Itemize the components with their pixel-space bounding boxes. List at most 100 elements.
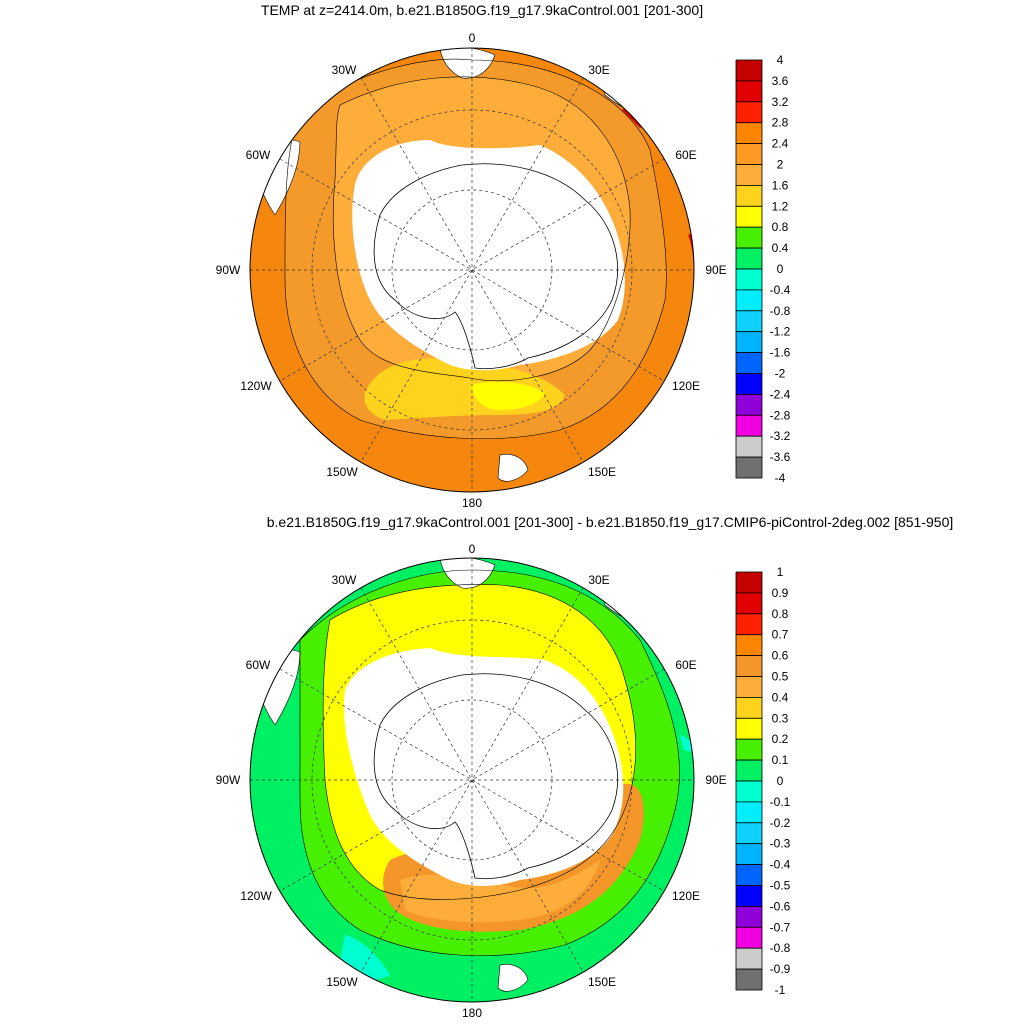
bottom-panel: b.e21.B1850G.f19_g17.9kaControl.001 [201… [216,514,954,1020]
colorbar-swatch [735,780,763,803]
colorbar-swatch [735,926,763,949]
lon-label-150e: 150E [588,465,616,479]
bottom-map [250,558,694,1002]
colorbar-swatch [735,634,763,657]
colorbar-tick-label: 0 [777,262,784,276]
colorbar-tick-label: -0.2 [770,816,791,830]
colorbar-tick-label: -4 [775,471,786,485]
bottom-longitude-labels: 0 30E 60E 90E 120E 150E 180 150W 120W 90… [216,542,727,1020]
colorbar-swatch [735,801,763,824]
top-colorbar: 4 3.6 3.2 2.8 2.4 2 1.6 1.2 0.8 0.4 0 -0.4 -0.8 -1.2 -… [735,53,791,485]
lon-label-120e: 120E [672,889,700,903]
colorbar-tick-label: 4 [777,53,784,67]
colorbar-tick-label: 0.7 [772,628,789,642]
graticule [250,558,694,1002]
colorbar-swatch [735,822,763,845]
colorbar-tick-label: -0.4 [770,858,791,872]
colorbar-swatch [735,164,763,186]
colorbar-tick-label: -2.8 [770,408,791,422]
colorbar-tick-label: 1 [777,565,784,579]
sea-ice-mask [344,648,624,886]
colorbar-tick-label: -0.9 [770,962,791,976]
colorbar-tick-label: -1 [775,983,786,997]
lon-label-120e: 120E [672,379,700,393]
colorbar-swatch [735,143,763,165]
lon-label-90w: 90W [216,263,241,277]
africa-land [439,558,496,589]
colorbar-tick-label: -1.6 [770,346,791,360]
colorbar-tick-label: -2.4 [770,387,791,401]
colorbar-swatch [735,373,763,395]
contour-line-1 [284,58,667,440]
colorbar-swatch [735,226,763,249]
colorbar-tick-label: -0.8 [770,304,791,318]
colorbar-swatch [735,864,763,886]
colorbar-swatch [735,184,763,207]
lon-label-30w: 30W [332,63,357,77]
contour-line-2 [322,584,636,900]
lon-label-120w: 120W [240,379,272,393]
colorbar-swatch [735,80,763,103]
colorbar-tick-label: 0.5 [772,670,789,684]
bottom-panel-title: b.e21.B1850G.f19_g17.9kaControl.001 [201… [267,514,954,530]
top-map [250,48,694,492]
lon-label-150w: 150W [326,465,358,479]
colorbar-tick-label: 0.9 [772,586,789,600]
hot-spot-east [680,735,693,752]
colorbar-tick-label: -0.5 [770,879,791,893]
colorbar-tick-label: 2.4 [772,137,789,151]
colorbar-tick-label: 0.6 [772,649,789,663]
colorbar-tick-label: 2 [777,158,784,172]
new-zealand-land [497,453,529,482]
lon-label-60w: 60W [246,658,271,672]
lon-label-150e: 150E [588,975,616,989]
colorbar-swatch [735,331,763,354]
colorbar-tick-label: -2 [775,367,786,381]
colorbar-swatch [735,122,763,144]
colorbar-swatch [735,59,763,82]
colorbar-swatch [735,947,763,970]
lon-label-60e: 60E [675,658,696,672]
lon-label-60w: 60W [246,148,271,162]
colorbar-swatch [735,310,763,333]
top-panel: TEMP at z=2414.0m, b.e21.B1850G.f19_g17.… [216,2,791,510]
colorbar-swatch [735,843,763,866]
colorbar-swatch [735,968,763,991]
colorbar-swatch [735,435,763,458]
colorbar-swatch [735,906,763,928]
colorbar-swatch [735,738,763,761]
colorbar-swatch [735,205,763,228]
lon-label-30w: 30W [332,573,357,587]
lon-label-90e: 90E [705,263,726,277]
colorbar-tick-label: 0.3 [772,711,789,725]
colorbar-swatch [735,289,763,312]
lon-label-150w: 150W [326,975,358,989]
colorbar-tick-label: 3.2 [772,95,789,109]
lon-label-30e: 30E [588,573,609,587]
colorbar-tick-label: -3.6 [770,450,791,464]
colorbar-tick-label: -0.4 [770,283,791,297]
lon-label-180: 180 [462,1006,482,1020]
lon-label-180: 180 [462,496,482,510]
top-panel-title: TEMP at z=2414.0m, b.e21.B1850G.f19_g17.… [261,2,703,18]
colorbar-swatch [735,697,763,719]
colorbar-swatch [735,613,763,636]
colorbar-swatch [735,247,763,270]
colorbar-tick-label: -0.8 [770,941,791,955]
colorbar-tick-label: 3.6 [772,74,789,88]
colorbar-tick-label: -0.7 [770,920,791,934]
lon-label-120w: 120W [240,889,272,903]
top-longitude-labels: 0 30E 60E 90E 120E 150E 180 150W 120W 90… [216,31,727,510]
new-zealand-land [497,963,529,992]
colorbar-swatch [735,676,763,698]
colorbar-tick-label: 0.1 [772,753,789,767]
antarctica-coastline [373,163,618,370]
colorbar-tick-label: 0.2 [772,732,789,746]
colorbar-tick-label: -0.3 [770,837,791,851]
colorbar-tick-label: 1.6 [772,178,789,192]
contour-line-2 [332,76,631,382]
colorbar-tick-label: -1.2 [770,325,791,339]
bottom-colorbar: 1 0.9 0.8 0.7 0.6 0.5 0.4 0.3 0.2 0.1 0 -0.1 -0.2 -0.… [735,565,791,997]
colorbar-tick-label: 0.4 [772,241,789,255]
colorbar-tick-label: 2.8 [772,116,789,130]
